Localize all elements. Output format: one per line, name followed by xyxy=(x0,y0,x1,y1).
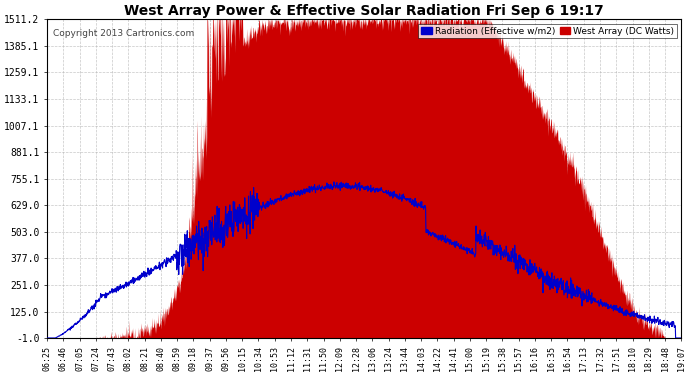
Title: West Array Power & Effective Solar Radiation Fri Sep 6 19:17: West Array Power & Effective Solar Radia… xyxy=(124,4,604,18)
Legend: Radiation (Effective w/m2), West Array (DC Watts): Radiation (Effective w/m2), West Array (… xyxy=(418,24,677,38)
Text: Copyright 2013 Cartronics.com: Copyright 2013 Cartronics.com xyxy=(53,29,195,38)
